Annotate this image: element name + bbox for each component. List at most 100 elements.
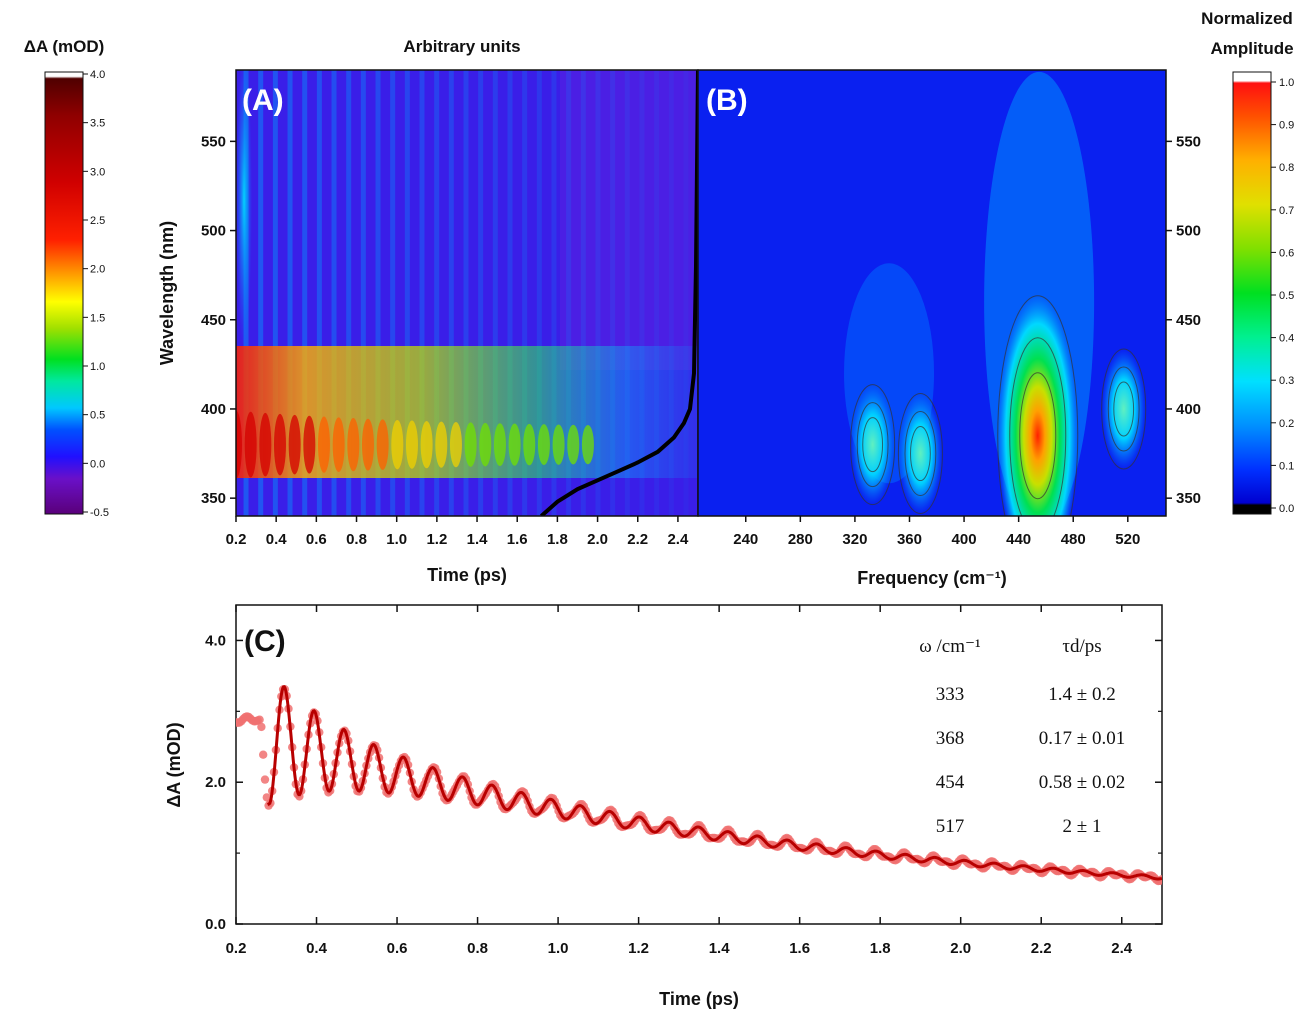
panel-b-contour xyxy=(862,417,884,473)
panel-a-oscillation-blob xyxy=(449,421,462,468)
panel-a-oscillation-blob xyxy=(508,423,521,466)
panel-b-ytick-label: 450 xyxy=(1176,312,1201,329)
panel-b-contour xyxy=(1019,372,1057,500)
panel-b-xtick-label: 320 xyxy=(842,531,867,548)
panel-a-ytick-label: 550 xyxy=(201,133,226,150)
colorbar-left-scale xyxy=(44,71,84,515)
colorbar-left: ΔA (mOD) 4.0 3.5 3.0 2.5 2.0 1.5 1.0 0.5 0.0 -0.5 xyxy=(24,37,109,519)
colorbar-right-tick-label: 0.0 xyxy=(1279,503,1294,515)
table-cell-omega: 368 xyxy=(936,728,965,749)
panel-a-oscillation-blob xyxy=(236,410,242,479)
panel-a-oscillation-blob xyxy=(376,419,389,470)
panel-a-xtick-label: 2.4 xyxy=(667,531,689,548)
panel-b-frame xyxy=(697,69,1167,517)
colorbar-left-tick-label: 2.5 xyxy=(90,215,105,227)
panel-a-stripe xyxy=(375,70,381,516)
colorbar-left-tick-label: 3.0 xyxy=(90,166,105,178)
panel-a-overlay-curve xyxy=(539,70,698,516)
panel-a-oscillation-blob xyxy=(435,421,448,468)
panel-c-xtick-label: 1.4 xyxy=(709,940,731,957)
colorbar-left-tick-label: 1.5 xyxy=(90,312,105,324)
panel-b-contour xyxy=(1113,381,1135,437)
colorbar-right-tick-label: 0.7 xyxy=(1279,205,1294,217)
panel-c-xtick-label: 2.0 xyxy=(950,940,971,957)
panel-a-xtick-label: 0.4 xyxy=(266,531,288,548)
panel-c-fit-line xyxy=(266,685,1162,881)
panel-a-ytick-label: 500 xyxy=(201,223,226,240)
panel-a-xtick-label: 1.6 xyxy=(507,531,528,548)
panel-a-label: (A) xyxy=(242,84,284,117)
colorbar-right-title-line2: Amplitude xyxy=(1210,39,1293,58)
panel-c-data-point xyxy=(260,775,270,784)
panel-a-xtick-label: 0.8 xyxy=(346,531,367,548)
panel-a-oscillation-blob xyxy=(567,424,580,465)
panel-c-xtick-label: 1.2 xyxy=(628,940,649,957)
panel-a-xlabel: Time (ps) xyxy=(427,565,507,585)
table-header-tau: τd/ps xyxy=(1062,636,1101,657)
panel-a-stripe xyxy=(316,70,322,516)
colorbar-right-tick-label: 0.4 xyxy=(1279,333,1294,345)
panel-a-oscillation-blob xyxy=(317,416,330,473)
panel-a-stripe xyxy=(463,70,469,516)
panel-a-oscillation-blob xyxy=(420,421,433,469)
panel-a-oscillation-blob xyxy=(332,417,345,472)
colorbar-right-tick-label: 0.2 xyxy=(1279,418,1294,430)
table-cell-omega: 333 xyxy=(936,684,965,705)
panel-a-stripe xyxy=(302,70,308,516)
panel-a-oscillation-blob xyxy=(581,424,594,465)
panel-a-stripe xyxy=(272,70,278,516)
panel-b-xlabel: Frequency (cm⁻¹) xyxy=(857,568,1007,588)
parameter-table: ω /cm⁻¹ τd/ps 333 1.4 ± 0.2 368 0.17 ± 0.01… xyxy=(919,636,1125,837)
panel-a-stripe xyxy=(668,70,674,516)
panel-c-xtick-label: 0.6 xyxy=(387,940,408,957)
panel-c-xtick-label: 1.6 xyxy=(789,940,810,957)
colorbar-right-tick-label: 0.9 xyxy=(1279,120,1294,132)
panel-a-stripe xyxy=(580,70,586,516)
panel-b-contour xyxy=(904,411,937,497)
colorbar-left-tick-label: 0.5 xyxy=(90,410,105,422)
colorbar-left-tick-label: 4.0 xyxy=(90,69,105,81)
panel-a-oscillation-blob xyxy=(537,424,550,466)
colorbar-right-tick-label: 0.3 xyxy=(1279,375,1294,387)
panel-a-early-streak xyxy=(236,70,252,350)
table-header-omega: ω /cm⁻¹ xyxy=(919,636,981,657)
panel-a-stripe xyxy=(595,70,601,516)
panel-c-xtick-label: 2.2 xyxy=(1031,940,1052,957)
panel-a-top-label: Arbitrary units xyxy=(403,37,520,56)
panel-b-xtick-label: 360 xyxy=(897,531,922,548)
panel-b-contour xyxy=(856,402,889,488)
panel-a-oscillation-blob xyxy=(552,424,565,465)
panel-b-contour xyxy=(1101,348,1147,470)
panel-a-stripe xyxy=(492,70,498,516)
panel-a-stripe xyxy=(448,70,454,516)
panel-c-xtick-label: 1.8 xyxy=(870,940,891,957)
panel-b-xtick-label: 400 xyxy=(952,531,977,548)
table-cell-tau: 2 ± 1 xyxy=(1063,816,1102,837)
panel-a-stripe xyxy=(346,70,352,516)
panel-b-label: (B) xyxy=(706,84,748,117)
table-cell-omega: 517 xyxy=(936,816,965,837)
panel-c-xtick-label: 0.2 xyxy=(226,940,247,957)
panel-a-ytick-label: 350 xyxy=(201,490,226,507)
panel-b-peak xyxy=(997,295,1078,516)
panel-b-contour xyxy=(897,393,943,515)
panel-b-contour xyxy=(850,384,896,506)
panel-b-contour xyxy=(1107,366,1140,452)
panel-a-oscillation-blob xyxy=(493,423,506,467)
panel-b-xtick-label: 240 xyxy=(733,531,758,548)
panel-a-ylabel: Wavelength (nm) xyxy=(157,221,177,365)
panel-a-xtick-label: 1.2 xyxy=(426,531,447,548)
panel-a-oscillation-blob xyxy=(523,423,536,466)
panel-a-oscillation-blob xyxy=(244,411,257,478)
panel-a-stripe xyxy=(551,70,557,516)
panel-a-violet-region xyxy=(560,70,698,370)
panel-a-stripe xyxy=(404,70,410,516)
panel-a-stripe xyxy=(419,70,425,516)
panel-c-data-point xyxy=(255,715,264,724)
panel-c-xtick-label: 1.0 xyxy=(548,940,569,957)
panel-b-xtick-label: 520 xyxy=(1115,531,1140,548)
panel-a-oscillation-blob xyxy=(361,418,374,471)
panel-b-ytick-label: 400 xyxy=(1176,401,1201,418)
panel-b-xtick-label: 280 xyxy=(788,531,813,548)
colorbar-right-tick-label: 0.8 xyxy=(1279,162,1294,174)
